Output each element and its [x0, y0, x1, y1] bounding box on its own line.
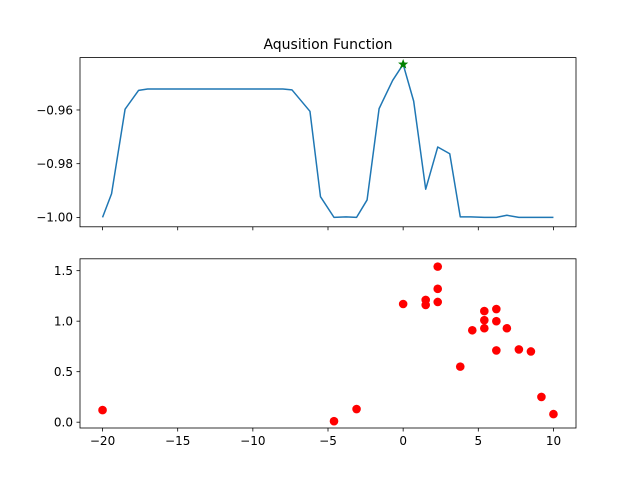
- scatter-point: [514, 345, 524, 354]
- scatter-point: [480, 306, 489, 316]
- scatter-point: [421, 300, 431, 310]
- bottom-y-tick-label: 0.0: [54, 415, 73, 429]
- scatter-point: [480, 323, 489, 333]
- scatter-point: [329, 416, 339, 426]
- scatter-point: [480, 315, 489, 325]
- scatter-point: [492, 316, 501, 326]
- top-x-axis: [102, 226, 554, 231]
- bottom-x-tick-label: −5: [319, 434, 337, 448]
- bottom-y-axis: 0.0 0.5 1.0 1.5: [54, 264, 80, 429]
- scatter-point: [549, 409, 558, 419]
- top-y-tick-label: −0.96: [36, 103, 73, 117]
- scatter-point: [455, 362, 465, 371]
- bottom-x-tick-label: 0: [399, 434, 407, 448]
- bottom-y-tick-label: 1.0: [54, 314, 73, 328]
- bottom-plot-area: [98, 262, 558, 426]
- bottom-x-tick-label: −10: [240, 434, 265, 448]
- scatter-point: [502, 323, 512, 333]
- acquisition-line-series: [101, 63, 554, 219]
- maximum-star-marker: [398, 58, 409, 69]
- scatter-point: [398, 299, 408, 309]
- bottom-x-tick-label: −15: [165, 434, 190, 448]
- scatter-point: [433, 297, 443, 307]
- chart-title: Aqusition Function: [263, 37, 392, 53]
- bottom-y-tick-label: 0.5: [54, 365, 73, 379]
- bottom-x-tick-label: 10: [546, 434, 561, 448]
- scatter-point: [98, 405, 107, 415]
- bottom-y-tick-label: 1.5: [54, 264, 73, 278]
- top-plot-area: [101, 58, 554, 219]
- scatter-point: [526, 347, 536, 356]
- top-chart: Aqusition Function −0.96 −0.98 −1.00: [36, 37, 577, 231]
- top-y-axis: −0.96 −0.98 −1.00: [36, 103, 80, 225]
- top-y-tick-label: −0.98: [36, 157, 73, 171]
- scatter-point: [433, 284, 443, 294]
- top-axes-frame: [79, 57, 577, 228]
- scatter-point: [352, 404, 361, 414]
- bottom-x-axis: −20 −15 −10 −5 0 5 10: [90, 428, 561, 448]
- scatter-point: [433, 262, 443, 271]
- scatter-point: [492, 304, 501, 314]
- scatter-point: [492, 346, 501, 355]
- top-y-tick-label: −1.00: [36, 211, 73, 225]
- scatter-point: [467, 325, 477, 335]
- bottom-x-tick-label: 5: [474, 434, 482, 448]
- bottom-chart: −20 −15 −10 −5 0 5 10 0.0 0.5 1.0 1.5: [54, 258, 577, 448]
- scatter-point: [537, 392, 546, 402]
- bottom-x-tick-label: −20: [90, 434, 115, 448]
